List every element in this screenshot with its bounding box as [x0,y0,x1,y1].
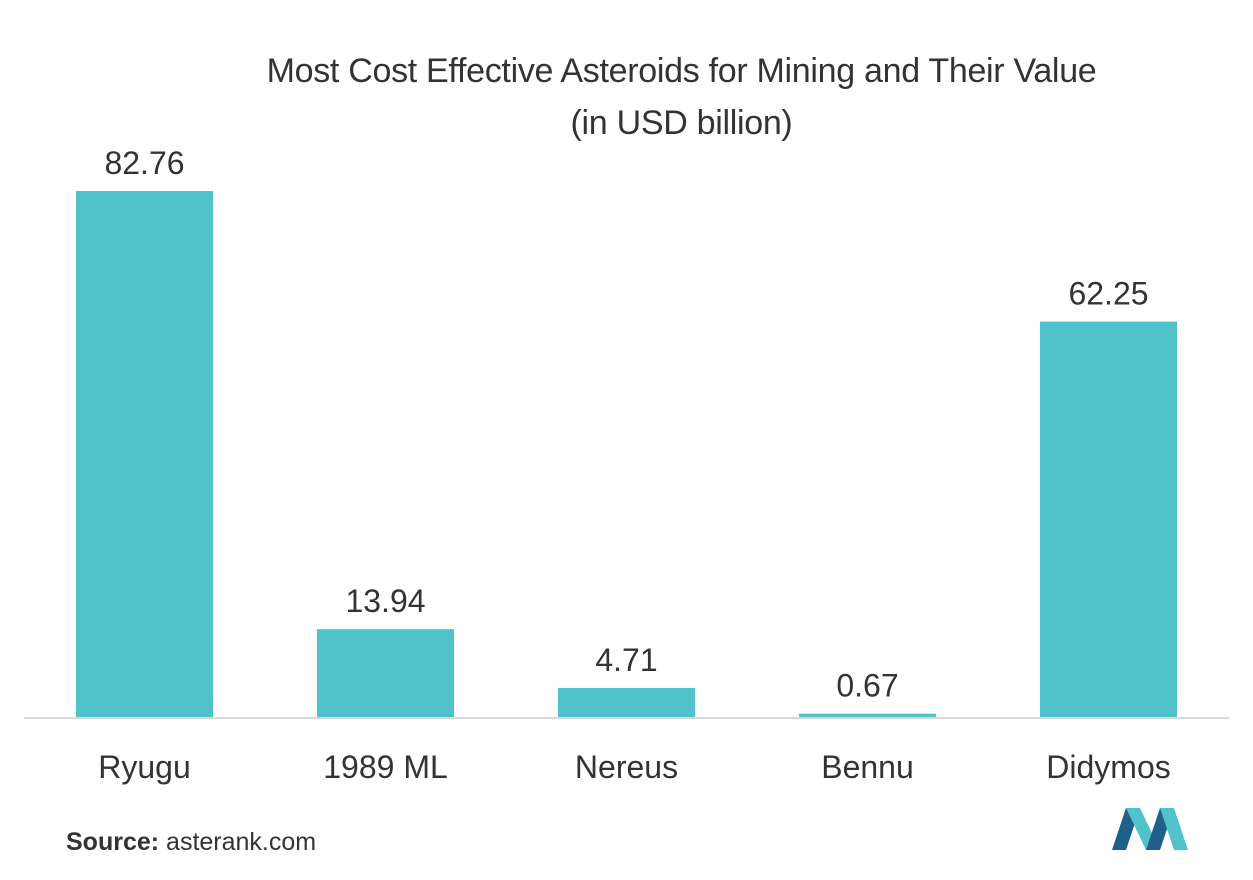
value-label-didymos: 62.25 [1068,276,1148,312]
chart-subtitle: (in USD billion) [570,104,793,142]
x-tick-labels-group: Ryugu 1989 ML Nereus Bennu Didymos [98,749,1170,785]
bars-group [76,191,1177,718]
x-tick-label-didymos: Didymos [1046,749,1170,785]
value-label-bennu: 0.67 [836,668,898,704]
source-label: Source: [66,828,160,856]
bar-1989-ml [317,629,454,718]
value-label-ryugu: 82.76 [104,145,184,181]
source-text: asterank.com [166,828,317,856]
chart-title: Most Cost Effective Asteroids for Mining… [266,52,1097,90]
x-tick-label-nereus: Nereus [575,749,678,785]
bar-bennu [799,713,936,718]
bar-ryugu [76,191,213,718]
source-note: Source: asterank.com [66,828,316,857]
company-logo [1112,808,1188,850]
value-label-1989-ml: 13.94 [345,583,425,619]
bar-didymos [1040,321,1177,718]
value-label-nereus: 4.71 [595,642,657,678]
logo-right-accent [1160,808,1188,850]
x-tick-label-bennu: Bennu [821,749,914,785]
bar-nereus [558,688,695,718]
value-labels-group: 82.76 13.94 4.71 0.67 62.25 [104,145,1148,704]
x-tick-label-ryugu: Ryugu [98,749,191,785]
x-tick-label-1989-ml: 1989 ML [323,749,448,785]
